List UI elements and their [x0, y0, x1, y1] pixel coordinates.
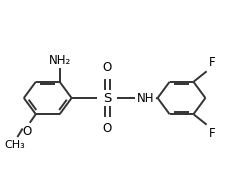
- Text: O: O: [22, 125, 32, 138]
- Text: S: S: [103, 92, 112, 104]
- Text: O: O: [103, 122, 112, 135]
- Text: NH₂: NH₂: [48, 54, 71, 67]
- Text: F: F: [209, 127, 216, 140]
- Text: O: O: [103, 61, 112, 74]
- Text: NH: NH: [137, 92, 155, 105]
- Text: CH₃: CH₃: [4, 140, 25, 150]
- Text: F: F: [209, 56, 216, 69]
